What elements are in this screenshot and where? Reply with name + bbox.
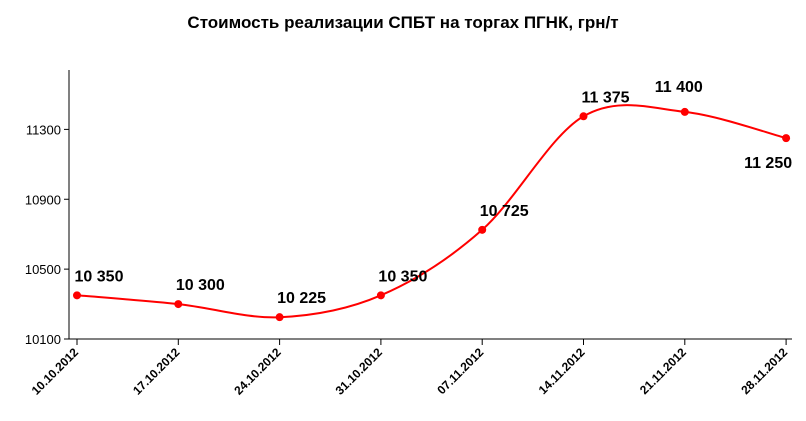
x-tick-label: 07.11.2012 [434,345,486,397]
data-point [680,107,689,116]
data-label: 10 300 [176,277,225,294]
data-label: 10 225 [277,290,326,307]
data-label: 10 350 [378,268,427,285]
x-tick-label: 17.10.2012 [130,345,183,398]
x-tick-label: 21.11.2012 [637,345,689,397]
markers [73,107,791,322]
chart-title: Стоимость реализации СПБТ на торгах ПГНК… [187,13,618,32]
x-tick-label: 28.11.2012 [738,345,790,397]
data-label: 11 375 [581,89,629,106]
series-line [76,104,787,319]
y-tick-label: 10500 [25,262,61,277]
y-tick-label: 10900 [25,192,61,207]
x-tick-label: 14.11.2012 [536,345,588,397]
data-label: 11 250 [744,155,792,172]
x-tick-label: 10.10.2012 [29,345,82,398]
data-labels: 10 350 10 300 10 225 10 350 10 725 11 375 11 4… [75,79,793,307]
data-label: 10 350 [75,268,124,285]
y-tick-label: 10100 [25,332,61,347]
data-label: 11 400 [655,79,703,96]
x-tick-label: 24.10.2012 [231,345,284,398]
x-tick-label: 31.10.2012 [333,345,386,398]
data-point [73,291,81,300]
data-point [579,112,588,121]
y-ticks: 10100 10500 10900 11300 [25,122,69,347]
data-label: 10 725 [480,203,529,220]
data-point [376,291,385,300]
data-point [782,134,791,143]
data-point [275,313,284,322]
data-point [174,300,183,309]
x-ticks: 10.10.2012 17.10.2012 24.10.2012 31.10.2012… [29,339,790,398]
data-point [478,225,487,234]
y-tick-label: 11300 [26,122,61,137]
